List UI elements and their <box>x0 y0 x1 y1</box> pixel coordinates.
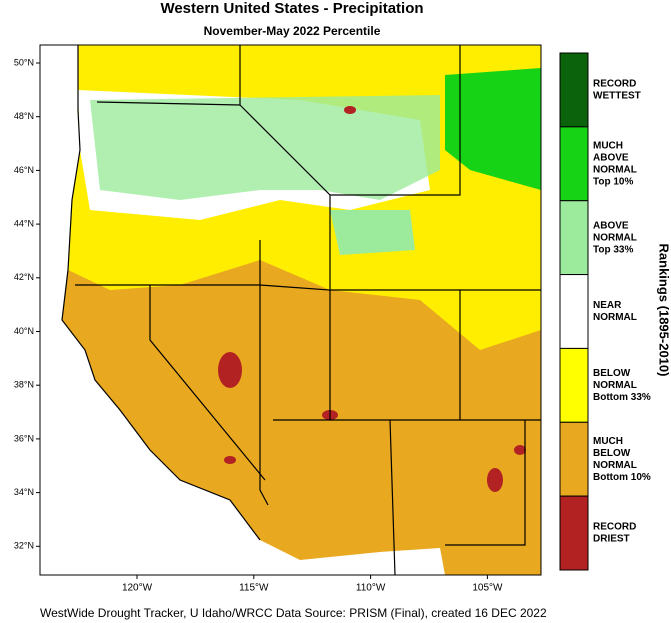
map <box>39 44 542 576</box>
legend-label: Bottom 10% <box>593 472 651 483</box>
legend-swatch <box>559 495 589 571</box>
land-above-wy <box>330 210 415 255</box>
legend-label: RECORD <box>593 522 636 533</box>
lat-tick-label: 34°N <box>14 487 34 497</box>
legend-swatch <box>559 274 589 349</box>
legend-label: NORMAL <box>593 460 637 471</box>
legend-label: Bottom 33% <box>593 392 651 403</box>
legend-label: BELOW <box>593 448 631 459</box>
dry-spots <box>218 106 526 492</box>
lon-tick-label: 110°W <box>356 583 386 594</box>
map-frame <box>39 44 542 576</box>
lon-tick-label: 115°W <box>239 583 269 594</box>
lat-tick-label: 42°N <box>14 272 34 282</box>
legend-label: Top 33% <box>593 244 633 255</box>
subtitle: November-May 2022 Percentile <box>204 24 381 38</box>
legend-label: WETTEST <box>593 91 641 102</box>
footer: WestWide Drought Tracker, U Idaho/WRCC D… <box>40 606 547 620</box>
lon-tick-label: 105°W <box>472 583 503 594</box>
land-much-above <box>445 68 541 190</box>
lat-tick-label: 44°N <box>14 218 34 228</box>
legend-label: Top 10% <box>593 176 633 187</box>
lon-tick-label: 120°W <box>122 583 153 594</box>
lat-tick-label: 46°N <box>14 165 34 175</box>
legend-label: NORMAL <box>593 312 637 323</box>
title: Western United States - Precipitation <box>160 0 423 17</box>
legend-label: NORMAL <box>593 380 637 391</box>
legend-label: ABOVE <box>593 220 629 231</box>
legend-label: RECORD <box>593 79 636 90</box>
legend-label: NORMAL <box>593 232 637 243</box>
legend-label: NORMAL <box>593 164 637 175</box>
legend-label: BELOW <box>593 368 631 379</box>
legend-label: MUCH <box>593 436 623 447</box>
legend-label: MUCH <box>593 140 623 151</box>
legend-swatch <box>559 126 589 202</box>
legend-swatch <box>559 421 589 497</box>
legend-swatch <box>559 52 589 128</box>
lat-tick-label: 36°N <box>14 433 34 443</box>
lat-tick-label: 38°N <box>14 380 34 390</box>
legend-swatch <box>559 347 589 423</box>
legend-swatch <box>559 200 589 276</box>
legend-label: NEAR <box>593 300 622 311</box>
legend-label: DRIEST <box>593 534 630 545</box>
lat-tick-label: 40°N <box>14 326 34 336</box>
legend-title: Rankings (1895-2010) <box>657 244 671 377</box>
state-borders <box>61 45 541 576</box>
legend-label: ABOVE <box>593 152 629 163</box>
land-above <box>90 95 440 200</box>
lat-tick-label: 50°N <box>14 57 34 67</box>
lat-tick-label: 32°N <box>14 541 34 551</box>
lat-tick-label: 48°N <box>14 111 34 121</box>
